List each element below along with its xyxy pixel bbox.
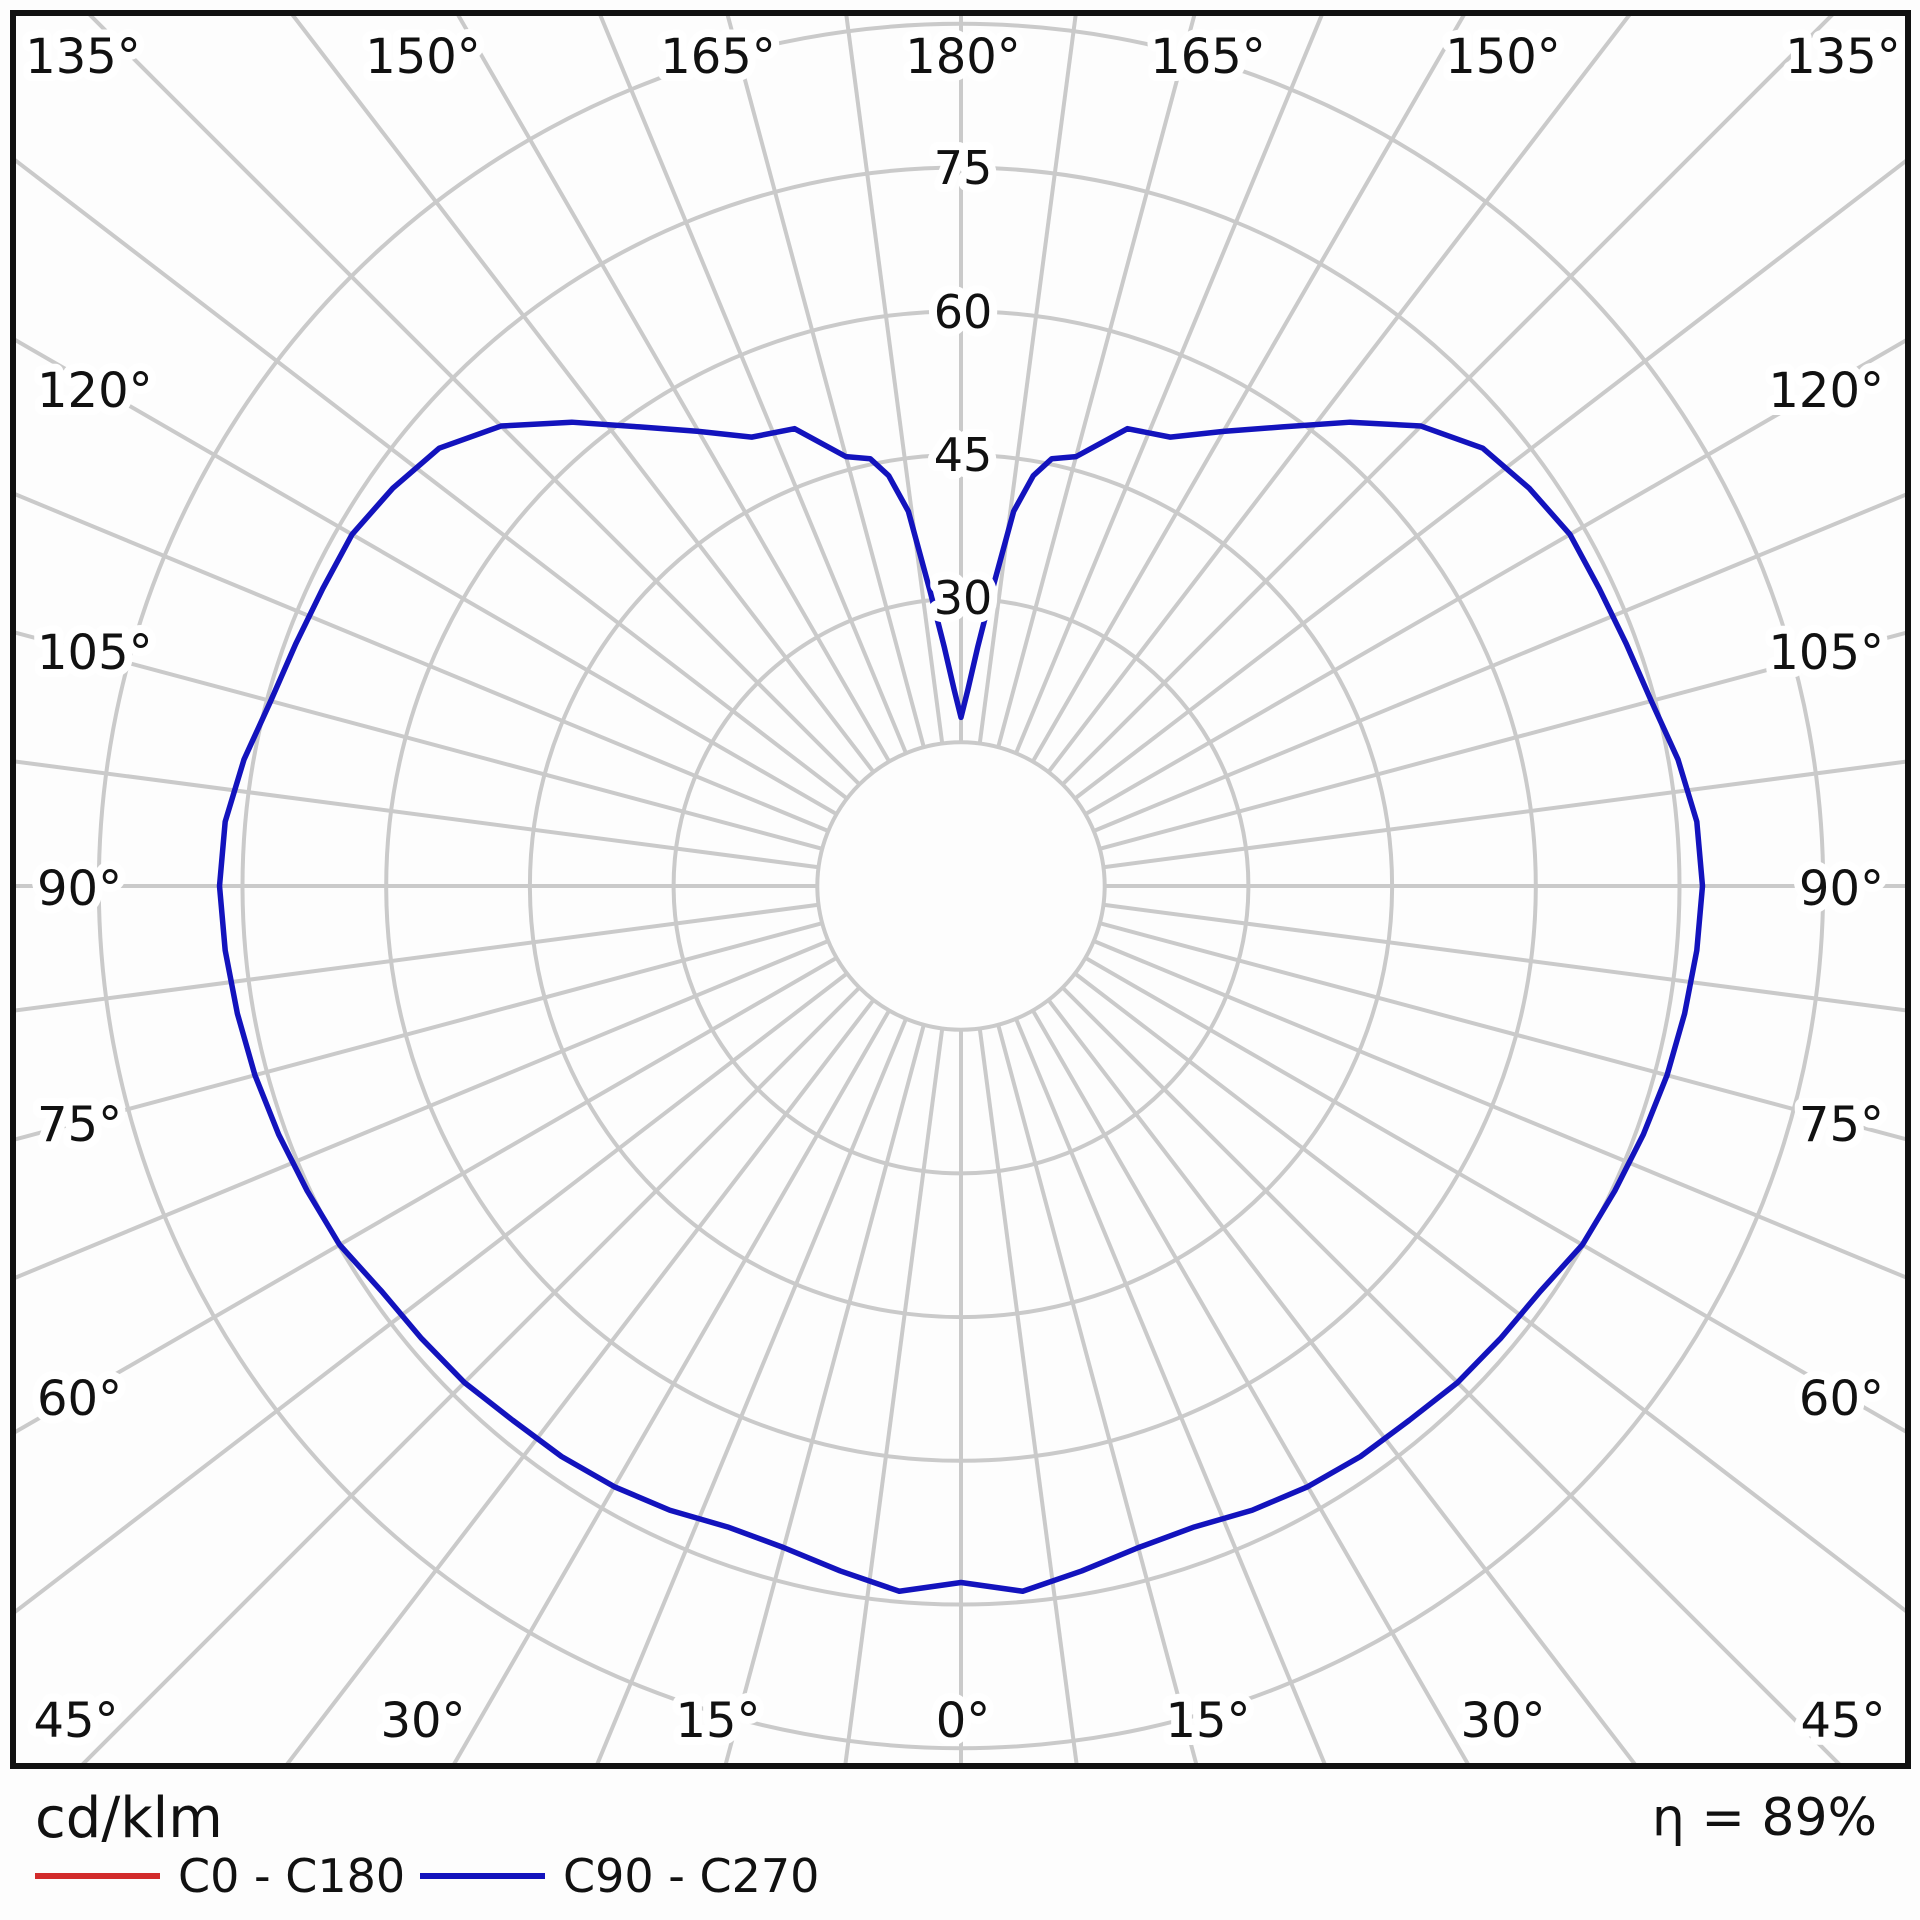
grid-spoke xyxy=(1103,902,1905,1013)
efficiency-label: η = 89% xyxy=(1651,1788,1877,1848)
angle-label-left: 90° xyxy=(37,861,122,917)
grid-spoke xyxy=(595,1017,908,1763)
legend-item-c90-c270: C90 - C270 xyxy=(420,1849,820,1903)
grid-spoke xyxy=(16,956,838,1434)
grid-spoke xyxy=(598,16,908,755)
grid-spoke xyxy=(1099,630,1905,851)
grid-spoke xyxy=(996,1024,1199,1763)
radial-label-30: 30 xyxy=(934,571,993,625)
grid-spoke xyxy=(1084,338,1905,816)
legend-item-c0-c180: C0 - C180 xyxy=(35,1849,406,1903)
angle-label-right: 60° xyxy=(1799,1371,1884,1427)
angle-label-top: 135° xyxy=(1785,29,1901,85)
angle-label-top: 165° xyxy=(1150,29,1266,85)
grid-spoke xyxy=(16,939,830,1280)
grid-spoke xyxy=(456,16,891,763)
curve-C90-C270 xyxy=(216,419,1706,1595)
grid-spoke xyxy=(290,16,876,774)
angle-label-left: 105° xyxy=(37,625,153,681)
grid-spoke xyxy=(452,1009,891,1763)
angle-label-left: 60° xyxy=(37,1371,122,1427)
legend-label-c90-c270: C90 - C270 xyxy=(563,1849,820,1903)
grid-spoke xyxy=(1031,16,1466,763)
grid-spoke xyxy=(1014,16,1324,755)
unit-label: cd/klm xyxy=(35,1786,223,1851)
grid-spoke xyxy=(843,1028,945,1763)
grid-spoke xyxy=(1046,16,1632,774)
grid-spoke xyxy=(1061,16,1834,786)
grid-spoke xyxy=(88,16,861,786)
grid-spoke xyxy=(1092,492,1905,833)
grid-spoke xyxy=(1061,986,1841,1763)
grid-spoke xyxy=(16,902,819,1013)
grid-spoke xyxy=(1014,1017,1327,1763)
angle-label-bottom: 30° xyxy=(380,1693,465,1749)
grid-spoke xyxy=(1084,956,1905,1434)
grid-spoke xyxy=(16,158,849,801)
grid-spoke xyxy=(844,16,945,744)
grid-spoke xyxy=(16,971,849,1614)
angle-label-top: 165° xyxy=(660,29,776,85)
angle-label-bottom: 0° xyxy=(936,1693,991,1749)
grid-spoke xyxy=(977,16,1078,744)
angle-label-top: 135° xyxy=(25,29,141,85)
grid-spoke xyxy=(16,630,823,851)
polar-grid xyxy=(16,16,1905,1763)
grid-spoke xyxy=(16,338,838,816)
grid-spoke xyxy=(1099,921,1905,1142)
plot-border xyxy=(10,10,1911,1769)
grid-spoke xyxy=(1031,1009,1470,1763)
radial-label-45: 45 xyxy=(934,428,993,482)
grid-spoke xyxy=(977,1028,1079,1763)
grid-spoke xyxy=(16,492,830,833)
legend-label-c0-c180: C0 - C180 xyxy=(178,1849,406,1903)
legend-swatch-blue xyxy=(420,1873,545,1879)
angle-label-bottom: 15° xyxy=(1165,1693,1250,1749)
angle-label-left: 120° xyxy=(37,363,153,419)
grid-spoke xyxy=(1092,939,1905,1280)
angle-label-right: 90° xyxy=(1799,861,1884,917)
angle-label-bottom: 45° xyxy=(33,1693,118,1749)
grid-ring-15 xyxy=(815,740,1107,1032)
angle-label-right: 120° xyxy=(1768,363,1884,419)
angle-label-bottom: 15° xyxy=(675,1693,760,1749)
grid-spoke xyxy=(1073,971,1905,1613)
polar-chart: 30 45 60 75 135° 150° 165° 180° 165° 150° 135° 45° 3… xyxy=(10,10,1911,1769)
grid-spoke xyxy=(725,16,926,748)
grid-spoke xyxy=(81,986,861,1763)
radial-label-60: 60 xyxy=(934,285,993,339)
grid-spoke xyxy=(996,16,1197,748)
grid-spoke xyxy=(16,921,823,1142)
grid-spoke xyxy=(1073,159,1905,801)
angle-label-top: 180° xyxy=(905,29,1021,85)
angle-label-right: 105° xyxy=(1768,625,1884,681)
grid-spoke xyxy=(723,1024,926,1763)
angle-label-top: 150° xyxy=(1445,29,1561,85)
grid-spoke xyxy=(285,998,876,1763)
angle-label-bottom: 30° xyxy=(1460,1693,1545,1749)
grid-spoke xyxy=(1046,998,1637,1763)
legend-swatch-red xyxy=(35,1873,160,1879)
angle-label-bottom: 45° xyxy=(1800,1693,1885,1749)
angle-label-top: 150° xyxy=(365,29,481,85)
angle-label-left: 75° xyxy=(37,1097,122,1153)
angle-label-right: 75° xyxy=(1799,1097,1884,1153)
radial-label-75: 75 xyxy=(934,141,993,195)
